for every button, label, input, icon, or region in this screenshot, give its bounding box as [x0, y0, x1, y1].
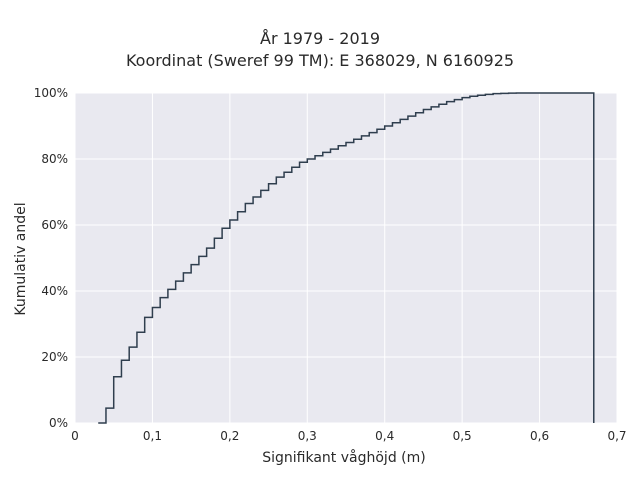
x-tick-label: 0,2: [220, 429, 239, 443]
y-tick-label: 0%: [49, 416, 68, 430]
x-axis-label: Signifikant våghöjd (m): [262, 449, 425, 466]
x-tick-label: 0,1: [143, 429, 162, 443]
x-tick-label: 0,4: [375, 429, 394, 443]
y-tick-label: 80%: [41, 152, 68, 166]
x-tick-label: 0,7: [607, 429, 626, 443]
y-tick-label: 20%: [41, 350, 68, 364]
x-tick-label: 0,6: [530, 429, 549, 443]
y-axis-label: Kumulativ andel: [13, 202, 29, 315]
chart-title: År 1979 - 2019: [260, 29, 380, 48]
plot-background: [75, 93, 617, 423]
series-line-ecdf: [98, 92, 595, 424]
chart-subtitle: Koordinat (Sweref 99 TM): E 368029, N 61…: [125, 51, 515, 70]
x-tick-label: 0,3: [298, 429, 317, 443]
x-tick-label: 0: [71, 429, 79, 443]
y-tick-label: 60%: [41, 218, 68, 232]
y-tick-label: 100%: [34, 86, 68, 100]
y-tick-label: 40%: [41, 284, 68, 298]
x-tick-label: 0,5: [453, 429, 472, 443]
